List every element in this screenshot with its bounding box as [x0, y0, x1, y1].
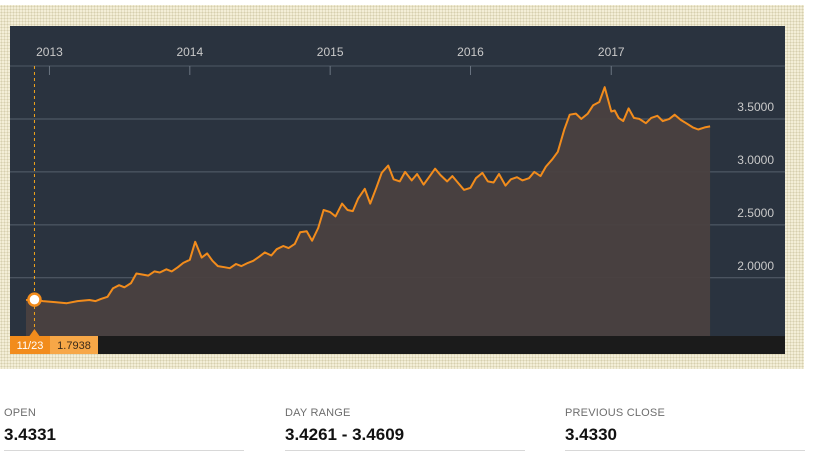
stat-label-day-range: DAY RANGE [285, 407, 351, 419]
quote-stats: OPEN 3.4331 DAY RANGE 3.4261 - 3.4609 PR… [0, 395, 825, 454]
x-tick-label: 2016 [457, 45, 484, 59]
chart-canvas[interactable]: 3.5000 3.0000 2.5000 2.0000 2013 2014 2015 2016… [10, 26, 785, 354]
chart-frame: 3.5000 3.0000 2.5000 2.0000 2013 2014 2015 2016… [0, 5, 804, 369]
x-tick-label: 2014 [176, 45, 203, 59]
x-tick-label: 2015 [317, 45, 344, 59]
stat-label-previous-close: PREVIOUS CLOSE [565, 407, 665, 419]
y-tick-label: 3.5000 [737, 100, 774, 114]
stat-value-day-range: 3.4261 - 3.4609 [285, 425, 405, 444]
stat-day-range: DAY RANGE 3.4261 - 3.4609 [285, 395, 525, 454]
stat-divider [285, 450, 525, 451]
y-tick-label: 2.5000 [737, 206, 774, 220]
stat-label-open: OPEN [4, 407, 36, 419]
y-tick-label: 3.0000 [737, 153, 774, 167]
x-tick-label: 2013 [36, 45, 63, 59]
stat-divider [4, 450, 244, 451]
y-tick-label: 2.0000 [737, 259, 774, 273]
tooltip-date: 11/23 [17, 340, 44, 352]
chart-footer-bar [10, 336, 785, 354]
price-line [25, 86, 711, 305]
price-chart[interactable]: 3.5000 3.0000 2.5000 2.0000 2013 2014 2015 2016… [10, 26, 785, 354]
cursor-point[interactable] [27, 292, 42, 307]
stat-previous-close: PREVIOUS CLOSE 3.4330 [565, 395, 805, 454]
tooltip-pointer [29, 329, 40, 336]
tooltip-value: 1.7938 [57, 340, 91, 352]
stat-value-previous-close: 3.4330 [565, 425, 617, 444]
tooltip-value-bg [50, 336, 98, 354]
stat-divider [565, 450, 805, 451]
stat-value-open: 3.4331 [4, 425, 56, 444]
price-area [26, 87, 711, 336]
stat-open: OPEN 3.4331 [4, 395, 244, 454]
x-tick-label: 2017 [598, 45, 625, 59]
